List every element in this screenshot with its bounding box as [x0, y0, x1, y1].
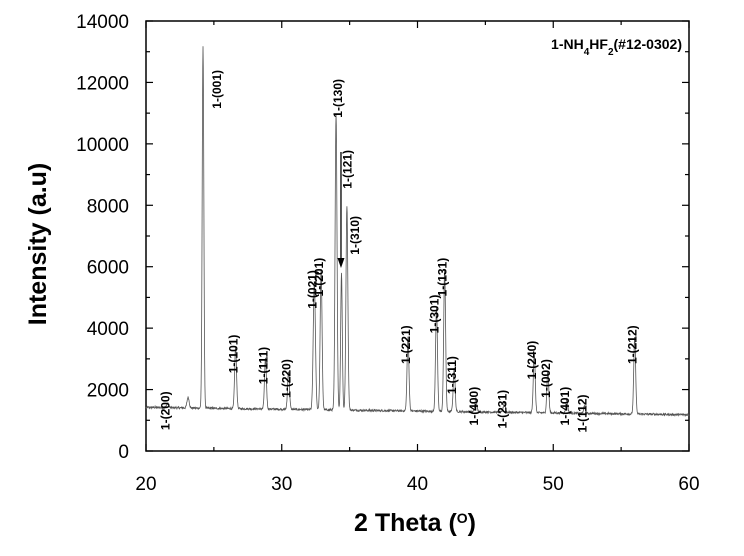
- peak-labels: 1-(200) 1-(001) 1-(101) 1-(111) 1-(220) 1-(02…: [159, 70, 640, 432]
- peak-label: 1-(231): [495, 390, 509, 429]
- peak-label: 1-(200): [159, 391, 173, 430]
- y-tick-label: 4000: [87, 319, 129, 340]
- peak-label: 1-(311): [445, 356, 459, 394]
- tick-labels: 20 30 40 50 60 0 2000 4000 6000 8000 10000 12000 140…: [76, 12, 699, 495]
- y-tick-label: 14000: [76, 12, 129, 33]
- peak-label: 1-(002): [539, 359, 553, 398]
- peak-label: 1-(131): [436, 258, 450, 297]
- arrow-head: [337, 258, 345, 268]
- peak-label: 1-(001): [210, 70, 224, 109]
- y-tick-label: 6000: [87, 258, 129, 279]
- x-axis-title: 2 Theta (O): [354, 509, 476, 537]
- y-tick-label: 10000: [76, 135, 129, 156]
- y-tick-label: 12000: [76, 73, 129, 94]
- peak-label: 1-(101): [227, 335, 241, 374]
- plot-border: [145, 20, 690, 452]
- x-tick-label: 20: [135, 474, 156, 495]
- peak-label: 1-(240): [525, 341, 539, 380]
- peak-label: 1-(301): [428, 295, 442, 334]
- peak-label: 1-(111): [256, 347, 270, 384]
- x-tick-label: 60: [678, 474, 699, 495]
- y-tick-label: 2000: [87, 381, 129, 402]
- peak-label: 1-(401): [558, 387, 572, 426]
- peak-label: 1-(400): [467, 387, 481, 426]
- x-tick-label: 50: [543, 474, 564, 495]
- peak-label: 1-(220): [280, 359, 294, 398]
- peak-label: 1-(121): [340, 150, 354, 189]
- y-tick-label: 8000: [87, 196, 129, 217]
- y-tick-label: 0: [118, 442, 129, 463]
- peak-label: 1-(310): [348, 216, 362, 255]
- peak-label: 1-(221): [399, 325, 413, 364]
- peak-label: 1-(112): [575, 394, 589, 432]
- peak-label: 1-(130): [331, 79, 345, 118]
- arrow-annotation: [337, 152, 345, 268]
- peak-label: 1-(212): [626, 325, 640, 364]
- diffraction-pattern-line: [145, 46, 690, 418]
- peak-label: 1-(201): [312, 258, 326, 297]
- x-tick-label: 40: [407, 474, 428, 495]
- x-tick-label: 30: [271, 474, 292, 495]
- peak-label: 1-(021): [305, 270, 319, 309]
- y-axis-title: Intensity (a.u): [24, 163, 52, 326]
- legend-phase-label: 1-NH4HF2(#12-0302): [551, 36, 682, 58]
- axis-ticks: [145, 20, 690, 452]
- plot-frame: [145, 20, 690, 452]
